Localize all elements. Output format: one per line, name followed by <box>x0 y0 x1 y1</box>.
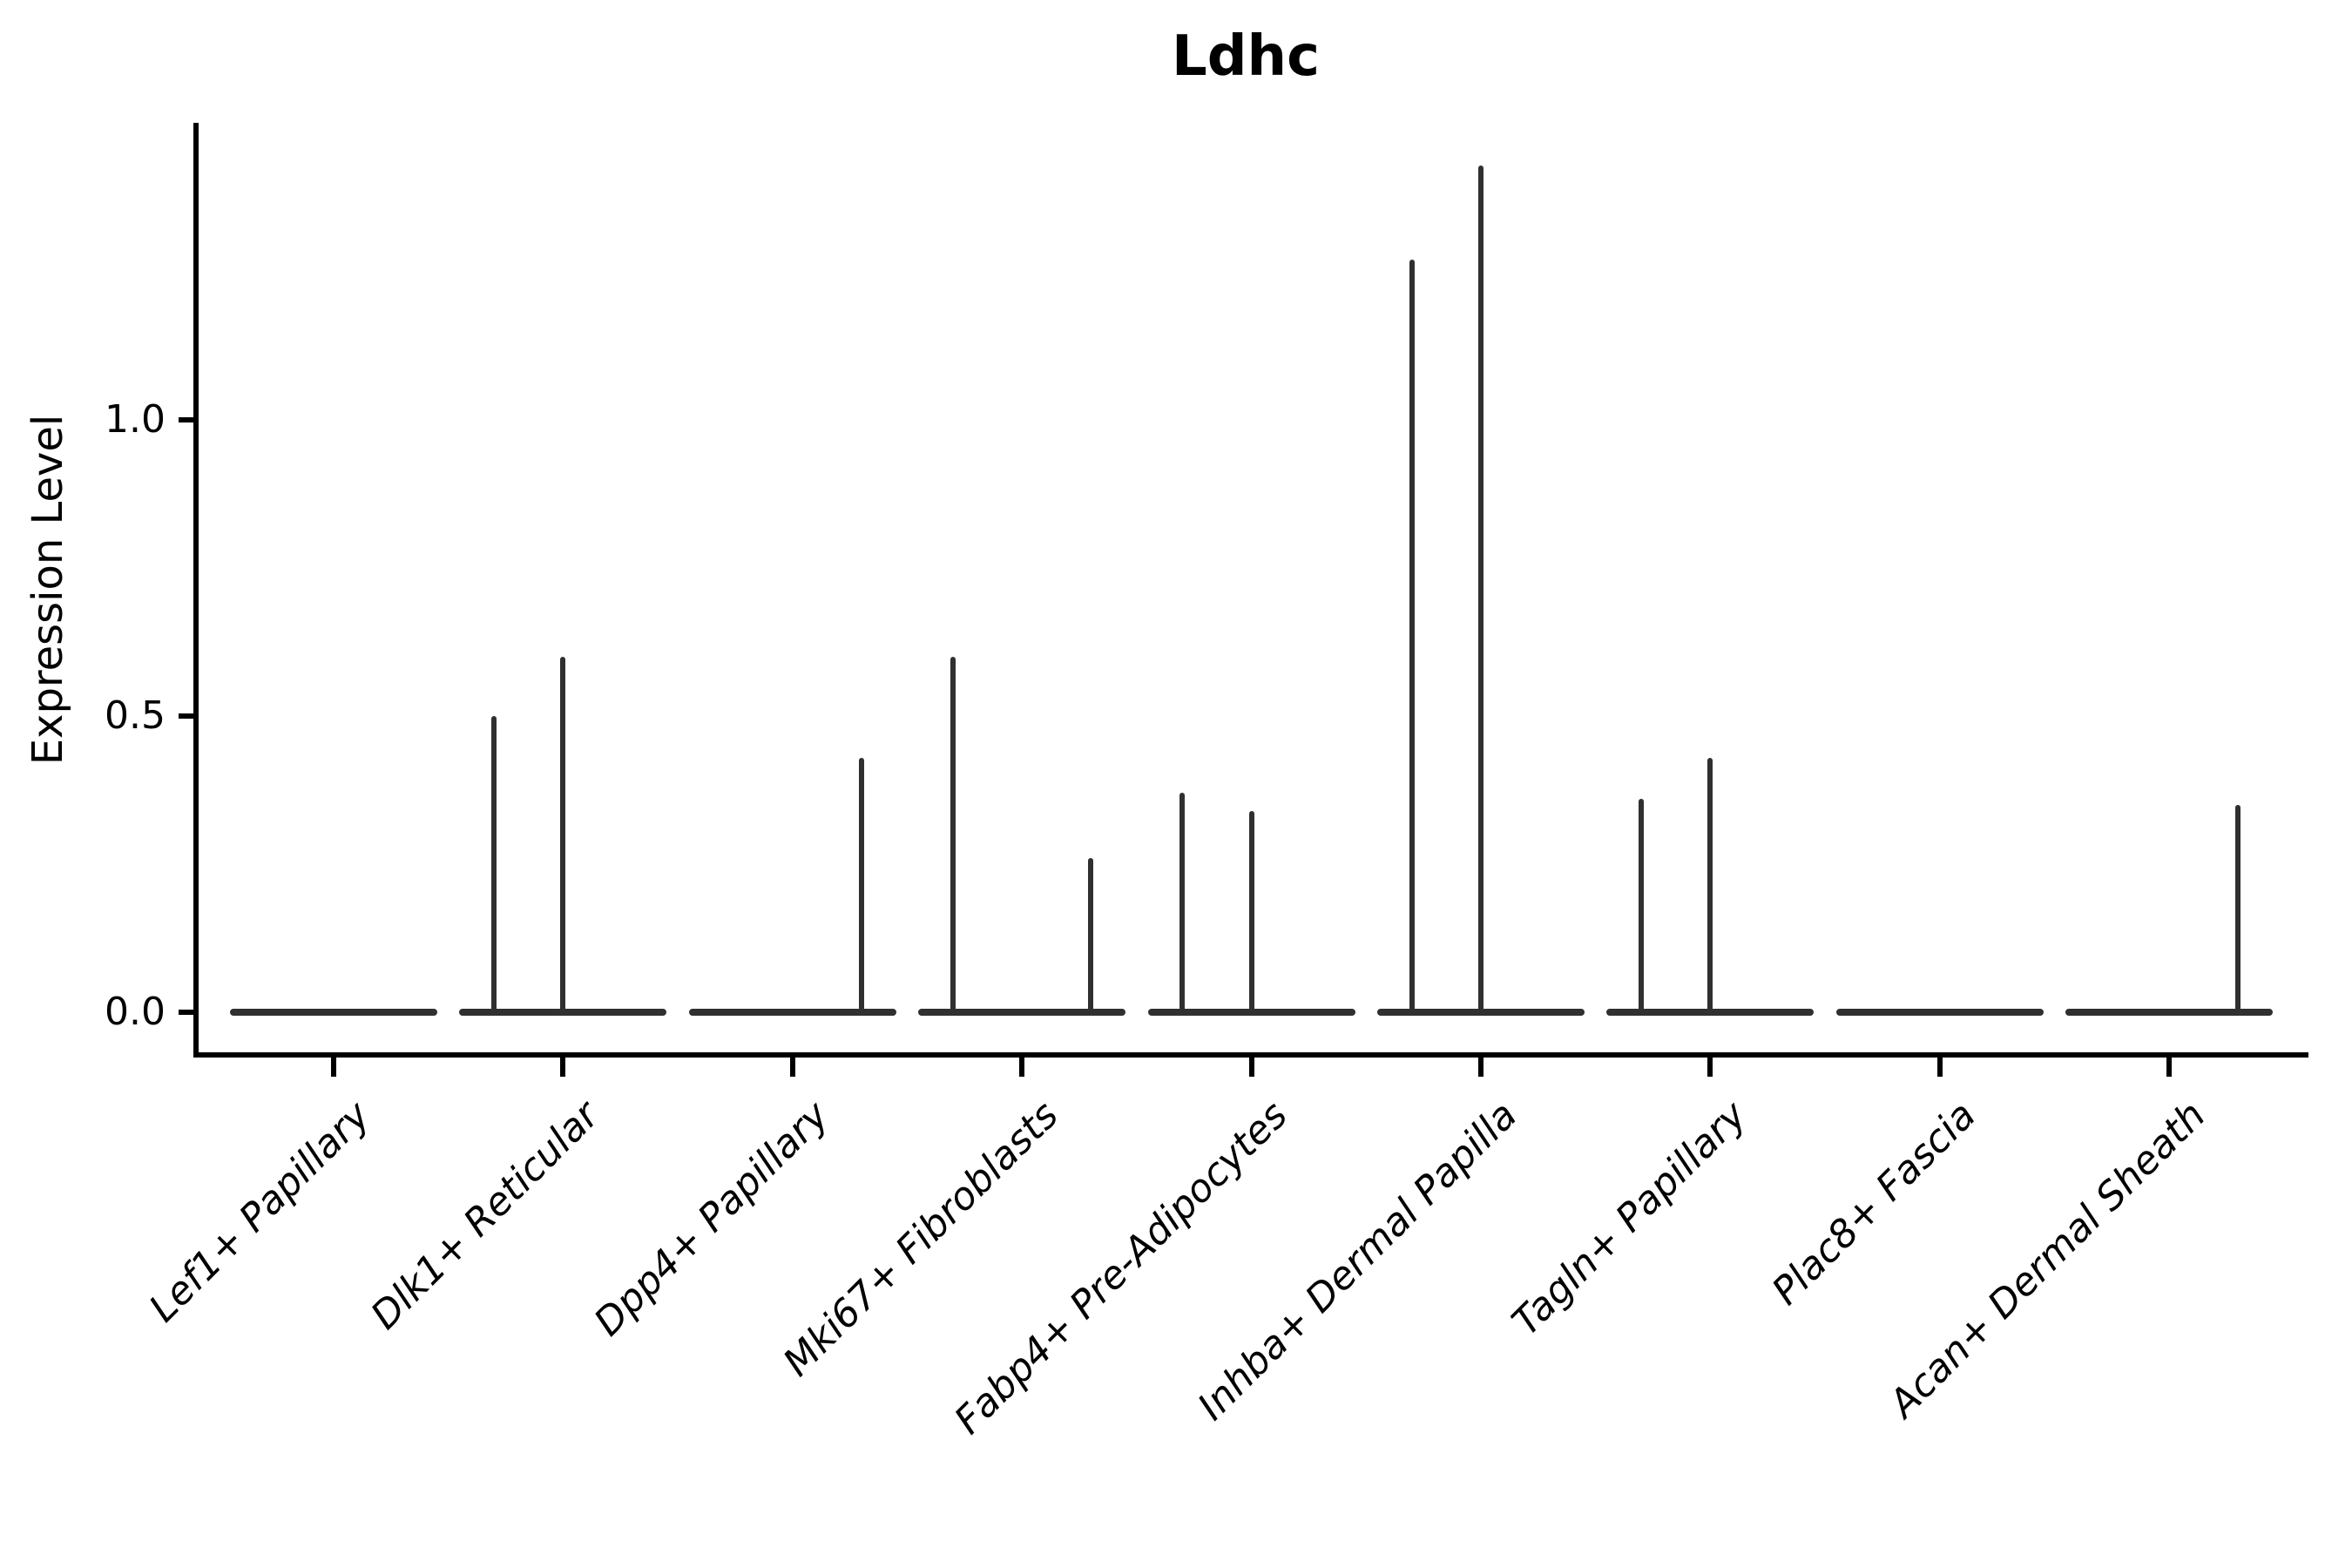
x-tick-label: Tagln+ Papillary <box>1504 1092 1755 1345</box>
x-tick-mark <box>2166 1058 2172 1077</box>
violin-base <box>2065 1009 2273 1016</box>
y-axis-spine <box>193 123 199 1057</box>
violin-spike <box>1179 793 1186 1012</box>
violin-spike <box>560 657 566 1012</box>
violin-spike <box>858 757 864 1012</box>
violin-base <box>918 1009 1126 1016</box>
violin-spike <box>950 657 956 1012</box>
violin-spike <box>2235 805 2240 1012</box>
y-tick-label: 1.0 <box>105 397 166 442</box>
y-tick-mark <box>179 713 196 719</box>
violin-spike <box>1248 810 1254 1012</box>
x-tick-mark <box>1936 1058 1943 1077</box>
violin-base <box>459 1009 667 1016</box>
violin-base <box>1376 1009 1585 1016</box>
x-tick-mark <box>1019 1058 1025 1077</box>
x-axis-spine <box>193 1052 2308 1058</box>
x-tick-mark <box>789 1058 795 1077</box>
x-tick-mark <box>560 1058 566 1077</box>
y-axis-label: Expression Level <box>24 414 72 766</box>
x-tick-label: Lef1+ Papillary <box>140 1092 379 1331</box>
violin-spike <box>1707 757 1713 1012</box>
x-tick-mark <box>1477 1058 1484 1077</box>
y-tick-mark <box>179 417 196 422</box>
x-tick-label: Dpp4+ Papillary <box>585 1092 838 1345</box>
violin-base <box>688 1009 896 1016</box>
violin-spike <box>1477 165 1484 1012</box>
y-tick-label: 0.0 <box>105 990 166 1034</box>
chart-title: Ldhc <box>1171 24 1321 89</box>
violin-spike <box>1639 799 1645 1012</box>
violin-spike <box>1088 858 1094 1012</box>
violin-base <box>1147 1009 1355 1016</box>
violin-base <box>1606 1009 1815 1016</box>
violin-base <box>230 1009 437 1016</box>
x-tick-mark <box>1707 1058 1713 1077</box>
violin-spike <box>491 716 497 1012</box>
y-tick-mark <box>179 1010 196 1015</box>
x-tick-label: Plac8+ Fascia <box>1763 1092 1985 1315</box>
y-tick-label: 0.5 <box>105 693 166 738</box>
x-tick-label: Dlk1+ Reticular <box>362 1092 609 1338</box>
x-tick-mark <box>1248 1058 1254 1077</box>
violin-base <box>1835 1009 2044 1016</box>
violin-spike <box>1409 260 1415 1012</box>
x-tick-mark <box>331 1058 336 1077</box>
